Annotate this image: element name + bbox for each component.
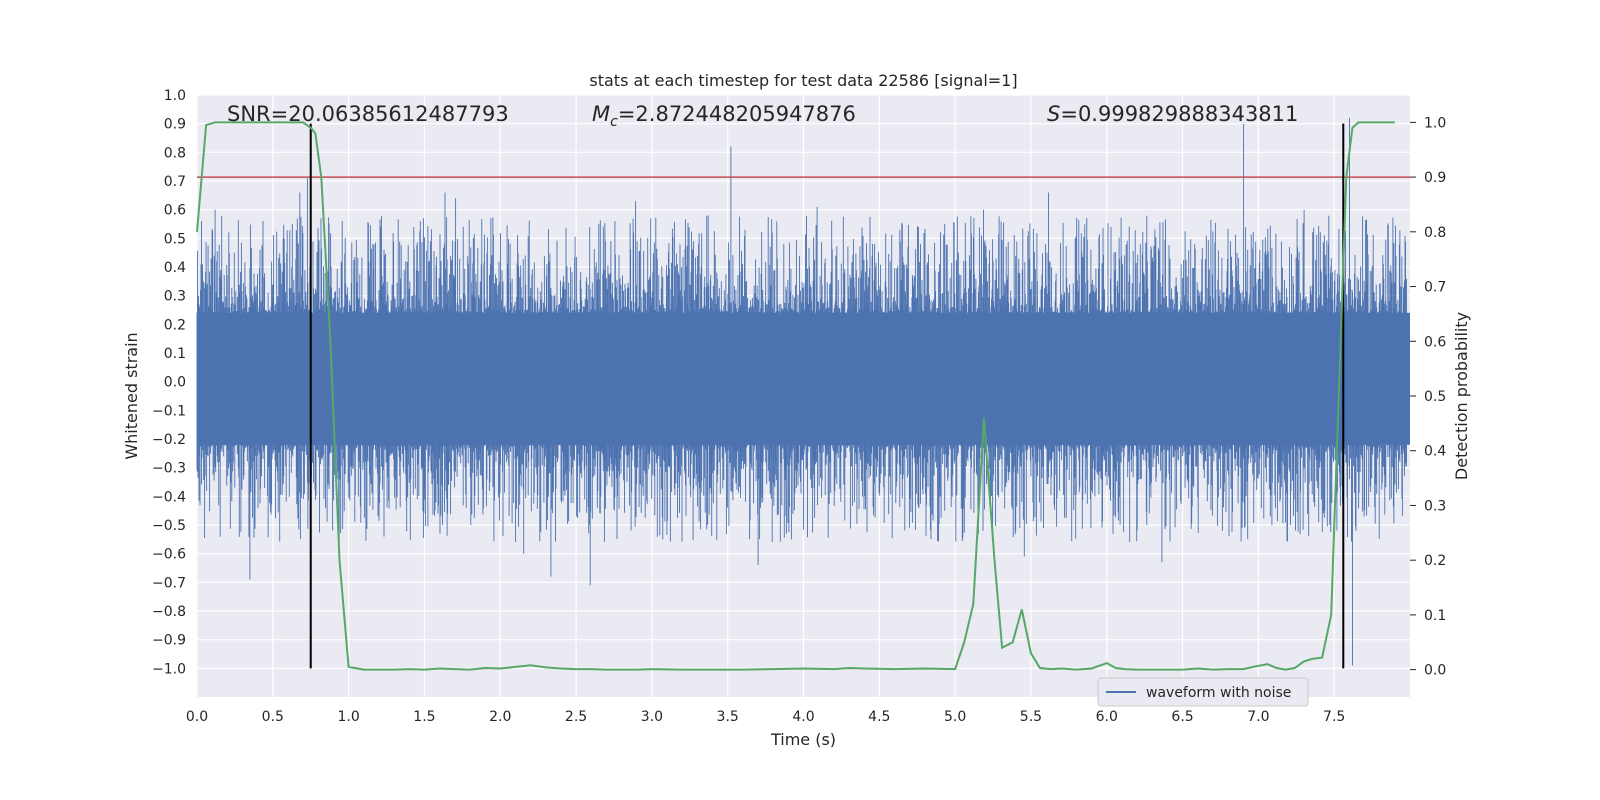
x-tick-label: 3.0 <box>641 709 663 725</box>
y-tick-label: 0.6 <box>164 203 186 219</box>
y-tick-label: −1.0 <box>152 661 186 677</box>
y-axis-label: Whitened strain <box>122 332 141 459</box>
y2-tick-label: 0.7 <box>1424 280 1446 296</box>
y-tick-label: −0.8 <box>152 604 186 620</box>
y-tick-label: 0.2 <box>164 317 186 333</box>
y2-axis-ticks: 1.0 0.9 0.8 0.7 0.6 0.5 0.4 0.3 0.2 0.1 0.0 <box>1410 115 1446 679</box>
y2-tick-label: 0.3 <box>1424 498 1446 514</box>
y2-tick-label: 0.2 <box>1424 553 1446 569</box>
y2-tick-label: 0.0 <box>1424 663 1446 679</box>
x-tick-label: 4.5 <box>868 709 890 725</box>
waveform-series <box>196 117 1410 666</box>
signal-window-markers <box>309 123 1345 669</box>
x-tick-label: 2.0 <box>489 709 511 725</box>
y2-tick-label: 0.5 <box>1424 389 1446 405</box>
y2-tick-label: 0.4 <box>1424 444 1446 460</box>
chart-title: stats at each timestep for test data 225… <box>589 71 1017 90</box>
x-tick-label: 5.5 <box>1020 709 1042 725</box>
legend-label-waveform: waveform with noise <box>1146 685 1291 701</box>
x-tick-label: 5.0 <box>944 709 966 725</box>
detection-score-annotation: S=0.999829888343811 <box>1047 102 1298 126</box>
y2-tick-label: 0.8 <box>1424 225 1446 241</box>
detection-score-value: =0.999829888343811 <box>1060 102 1298 126</box>
x-tick-label: 4.0 <box>792 709 814 725</box>
chirp-mass-annotation: Mc=2.872448205947876 <box>592 102 856 130</box>
x-axis-ticks: 0.0 0.5 1.0 1.5 2.0 2.5 3.0 3.5 4.0 4.5 5.0 5.5 6.0 6… <box>186 709 1345 725</box>
y-tick-label: −0.9 <box>152 633 186 649</box>
x-tick-label: 0.0 <box>186 709 208 725</box>
x-tick-label: 3.5 <box>717 709 739 725</box>
x-tick-label: 7.5 <box>1323 709 1345 725</box>
detection-score-symbol: S <box>1047 102 1060 126</box>
y-axis-ticks: 1.0 0.9 0.8 0.7 0.6 0.5 0.4 0.3 0.2 0.1 0.0 −0.1 −0.… <box>152 88 186 677</box>
y2-tick-label: 1.0 <box>1424 115 1446 131</box>
y-tick-label: 0.5 <box>164 231 186 247</box>
y-tick-label: −0.7 <box>152 575 186 591</box>
y-tick-label: −0.2 <box>152 432 186 448</box>
x-tick-label: 1.5 <box>413 709 435 725</box>
x-tick-label: 2.5 <box>565 709 587 725</box>
y-tick-label: 0.9 <box>164 117 186 133</box>
x-tick-label: 7.0 <box>1247 709 1269 725</box>
y-tick-label: −0.1 <box>152 403 186 419</box>
legend-box <box>1097 677 1309 707</box>
y-tick-label: 1.0 <box>164 88 186 104</box>
x-axis-label: Time (s) <box>770 730 836 749</box>
legend: waveform with noise <box>1097 677 1309 707</box>
snr-annotation: SNR=20.06385612487793 <box>227 102 509 126</box>
detection-probability-line <box>196 121 1395 671</box>
y-tick-label: −0.6 <box>152 547 186 563</box>
y2-tick-label: 0.9 <box>1424 170 1446 186</box>
y-tick-label: 0.1 <box>164 346 186 362</box>
waveform-core-band <box>197 312 1410 445</box>
y-tick-label: 0.3 <box>164 289 186 305</box>
chirp-mass-value: =2.872448205947876 <box>618 102 856 126</box>
y-tick-label: −0.3 <box>152 461 186 477</box>
x-tick-label: 1.0 <box>337 709 359 725</box>
x-tick-label: 6.0 <box>1096 709 1118 725</box>
y-tick-label: −0.5 <box>152 518 186 534</box>
y-tick-label: −0.4 <box>152 489 186 505</box>
y2-axis-label: Detection probability <box>1452 312 1471 480</box>
y-tick-label: 0.8 <box>164 145 186 161</box>
chirp-mass-symbol: M <box>592 102 610 126</box>
chirp-mass-subscript: c <box>610 114 618 130</box>
x-tick-label: 0.5 <box>262 709 284 725</box>
y-tick-label: 0.4 <box>164 260 186 276</box>
x-tick-label: 6.5 <box>1171 709 1193 725</box>
y2-tick-label: 0.1 <box>1424 608 1446 624</box>
y2-tick-label: 0.6 <box>1424 334 1446 350</box>
y-tick-label: 0.7 <box>164 174 186 190</box>
y-tick-label: 0.0 <box>164 375 186 391</box>
